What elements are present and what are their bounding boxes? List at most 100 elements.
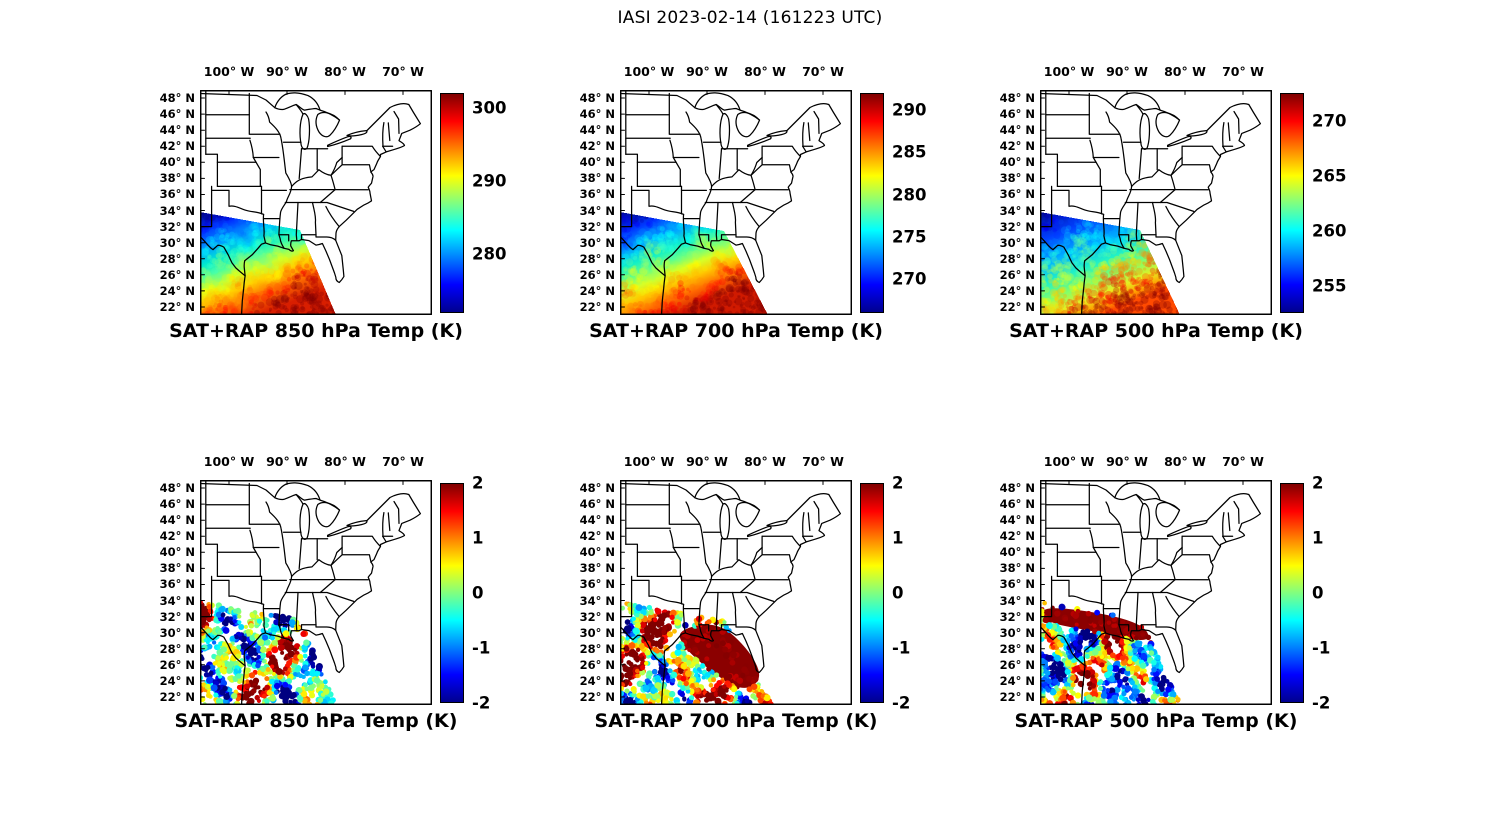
lat-tick-label: 22° N bbox=[159, 299, 195, 314]
lat-tick-label: 32° N bbox=[999, 609, 1035, 624]
lat-tick-label: 46° N bbox=[159, 497, 195, 512]
lat-tick-label: 24° N bbox=[159, 673, 195, 688]
panel-caption: SAT-RAP 850 hPa Temp (K) bbox=[174, 710, 458, 732]
lon-tick-label: 70° W bbox=[802, 454, 844, 469]
lon-tick-label: 90° W bbox=[266, 64, 308, 79]
panel-caption: SAT-RAP 700 hPa Temp (K) bbox=[594, 710, 878, 732]
lat-tick-label: 28° N bbox=[579, 251, 615, 266]
lon-tick-label: 100° W bbox=[1043, 454, 1095, 469]
lat-tick-label: 40° N bbox=[999, 545, 1035, 560]
colorbar-tick-label: 290 bbox=[892, 100, 927, 120]
lat-tick-label: 36° N bbox=[159, 187, 195, 202]
lon-tick-label: 100° W bbox=[1043, 64, 1095, 79]
panel-caption: SAT-RAP 500 hPa Temp (K) bbox=[1014, 710, 1298, 732]
lon-tick-label: 70° W bbox=[1222, 454, 1264, 469]
lat-tick-label: 46° N bbox=[159, 107, 195, 122]
lon-tick-label: 90° W bbox=[686, 454, 728, 469]
lat-tick-label: 30° N bbox=[579, 625, 615, 640]
lat-tick-label: 38° N bbox=[579, 561, 615, 576]
lat-tick-label: 42° N bbox=[579, 529, 615, 544]
panel-sat-rap-850-hpa-temp-k: 100° W 90° W 80° W 70° W 48° N 46° N 44° N 42°… bbox=[95, 448, 535, 748]
lat-tick-label: 48° N bbox=[579, 91, 615, 106]
colorbar-tick-label: 285 bbox=[892, 142, 927, 162]
colorbar bbox=[1280, 483, 1304, 703]
lat-tick-label: 40° N bbox=[579, 545, 615, 560]
lon-tick-label: 90° W bbox=[1106, 64, 1148, 79]
colorbar-tick-label: -1 bbox=[472, 638, 491, 658]
lat-tick-label: 32° N bbox=[159, 609, 195, 624]
colorbar-tick-label: 2 bbox=[1312, 473, 1324, 493]
colorbar-tick-label: 2 bbox=[892, 473, 904, 493]
lat-tick-label: 48° N bbox=[999, 91, 1035, 106]
panel-caption: SAT+RAP 700 hPa Temp (K) bbox=[589, 320, 883, 342]
panel-sat-rap-500-hpa-temp-k: 100° W 90° W 80° W 70° W 48° N 46° N 44° N 42°… bbox=[935, 58, 1375, 358]
lat-tick-label: 26° N bbox=[579, 657, 615, 672]
lat-tick-label: 40° N bbox=[159, 155, 195, 170]
lat-tick-label: 38° N bbox=[999, 171, 1035, 186]
lat-tick-label: 30° N bbox=[579, 235, 615, 250]
colorbar-tick-label: 2 bbox=[472, 473, 484, 493]
us-state-basemap bbox=[1040, 90, 1272, 315]
lat-tick-label: 32° N bbox=[999, 219, 1035, 234]
colorbar-tick-label: -2 bbox=[472, 693, 491, 713]
lat-tick-label: 42° N bbox=[579, 139, 615, 154]
lat-tick-label: 24° N bbox=[579, 673, 615, 688]
colorbar-tick-label: 300 bbox=[472, 98, 507, 118]
lat-tick-label: 24° N bbox=[159, 283, 195, 298]
lat-tick-label: 26° N bbox=[159, 657, 195, 672]
lat-tick-label: 26° N bbox=[999, 267, 1035, 282]
lat-tick-label: 22° N bbox=[579, 299, 615, 314]
lat-tick-label: 26° N bbox=[999, 657, 1035, 672]
lat-tick-label: 36° N bbox=[159, 577, 195, 592]
lat-tick-label: 44° N bbox=[579, 513, 615, 528]
lat-tick-label: 28° N bbox=[999, 251, 1035, 266]
figure-title: IASI 2023-02-14 (161223 UTC) bbox=[617, 8, 883, 28]
lat-tick-label: 34° N bbox=[999, 593, 1035, 608]
lat-tick-label: 40° N bbox=[579, 155, 615, 170]
lat-tick-label: 38° N bbox=[999, 561, 1035, 576]
lat-tick-label: 46° N bbox=[999, 107, 1035, 122]
lon-tick-label: 70° W bbox=[1222, 64, 1264, 79]
lat-tick-label: 34° N bbox=[159, 203, 195, 218]
lat-tick-label: 48° N bbox=[579, 481, 615, 496]
lat-tick-label: 22° N bbox=[579, 689, 615, 704]
lat-tick-label: 28° N bbox=[159, 251, 195, 266]
lat-tick-label: 24° N bbox=[579, 283, 615, 298]
lat-tick-label: 44° N bbox=[159, 123, 195, 138]
lat-tick-label: 38° N bbox=[159, 561, 195, 576]
lat-tick-label: 48° N bbox=[159, 481, 195, 496]
us-state-basemap bbox=[620, 90, 852, 315]
colorbar-tick-label: -1 bbox=[892, 638, 911, 658]
colorbar-tick-label: 270 bbox=[892, 269, 927, 289]
lat-tick-label: 28° N bbox=[579, 641, 615, 656]
colorbar-tick-label: 1 bbox=[892, 528, 904, 548]
lat-tick-label: 46° N bbox=[579, 497, 615, 512]
us-state-basemap bbox=[620, 480, 852, 705]
colorbar-tick-label: 290 bbox=[472, 171, 507, 191]
lat-tick-label: 28° N bbox=[159, 641, 195, 656]
colorbar-tick-label: -1 bbox=[1312, 638, 1331, 658]
colorbar-tick-label: 280 bbox=[892, 185, 927, 205]
lat-tick-label: 38° N bbox=[579, 171, 615, 186]
panel-sat-rap-500-hpa-temp-k: 100° W 90° W 80° W 70° W 48° N 46° N 44° N 42°… bbox=[935, 448, 1375, 748]
colorbar-tick-label: 275 bbox=[892, 227, 927, 247]
lat-tick-label: 42° N bbox=[999, 139, 1035, 154]
lat-tick-label: 30° N bbox=[999, 235, 1035, 250]
lat-tick-label: 32° N bbox=[579, 609, 615, 624]
lon-tick-label: 80° W bbox=[744, 64, 786, 79]
lat-tick-label: 24° N bbox=[999, 283, 1035, 298]
lat-tick-label: 44° N bbox=[999, 513, 1035, 528]
lon-tick-label: 100° W bbox=[203, 64, 255, 79]
colorbar bbox=[1280, 93, 1304, 313]
lat-tick-label: 36° N bbox=[579, 187, 615, 202]
lat-tick-label: 44° N bbox=[999, 123, 1035, 138]
lat-tick-label: 40° N bbox=[999, 155, 1035, 170]
lon-tick-label: 80° W bbox=[1164, 64, 1206, 79]
panel-caption: SAT+RAP 500 hPa Temp (K) bbox=[1009, 320, 1303, 342]
lat-tick-label: 32° N bbox=[579, 219, 615, 234]
us-state-basemap bbox=[200, 90, 432, 315]
lon-tick-label: 80° W bbox=[324, 64, 366, 79]
lat-tick-label: 30° N bbox=[159, 625, 195, 640]
lat-tick-label: 48° N bbox=[999, 481, 1035, 496]
